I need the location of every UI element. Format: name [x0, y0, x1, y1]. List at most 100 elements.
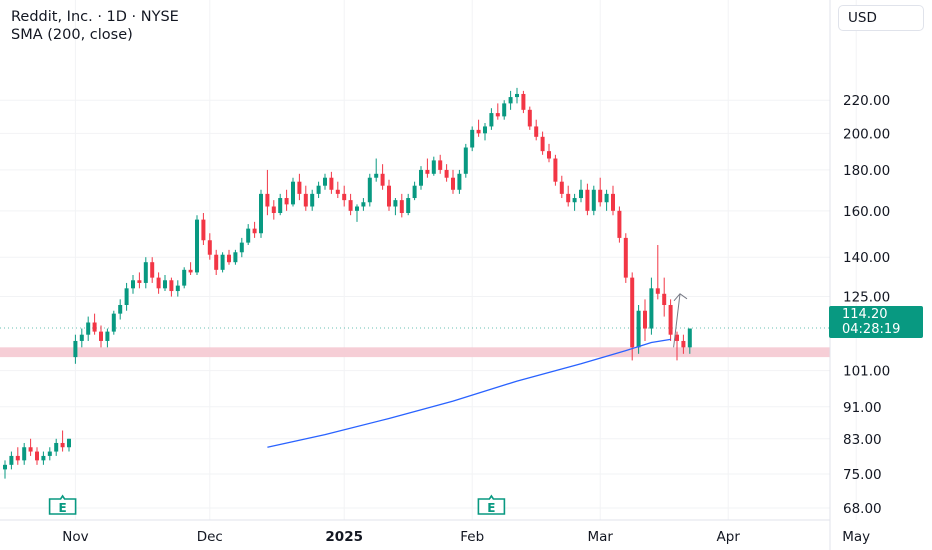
candle-body [617, 210, 622, 238]
candle [655, 245, 660, 300]
candle [265, 169, 270, 216]
candle [150, 257, 155, 283]
candle-body [540, 136, 545, 152]
candle [92, 313, 97, 335]
time-axis[interactable]: Nov Dec 2025 Feb Mar Apr May [62, 529, 870, 545]
earnings-icon[interactable]: E [48, 494, 77, 515]
candle [643, 299, 647, 341]
candle-body [252, 228, 257, 234]
candle-body [118, 304, 123, 314]
candle [99, 325, 103, 348]
candle-body [111, 313, 116, 332]
candle-body [329, 177, 334, 190]
candle-body [572, 198, 577, 203]
candle-body [143, 262, 148, 283]
price-tick-label: 68.00 [843, 501, 882, 517]
time-tick-label: Dec [197, 529, 223, 545]
candle-body [259, 193, 263, 234]
candle [591, 185, 596, 216]
candle-body [323, 177, 327, 186]
price-tick-label: 200.00 [843, 126, 890, 142]
candle [105, 328, 110, 348]
candle-body [419, 169, 423, 186]
candle-body [502, 103, 507, 117]
price-tick-label: 83.00 [843, 432, 882, 448]
candle-body [3, 464, 7, 470]
candle-body [598, 189, 603, 203]
candle [316, 181, 321, 199]
candle-body [662, 293, 667, 305]
candle [310, 189, 315, 211]
price-tick-label: 101.00 [843, 364, 890, 380]
candle-body [457, 173, 462, 190]
symbol-legend[interactable]: Reddit, Inc. · 1D · NYSE [11, 9, 179, 25]
candle [604, 189, 609, 211]
candle-body [431, 160, 436, 174]
candle [623, 233, 628, 283]
candle-body [278, 198, 283, 213]
candle-body [35, 451, 39, 461]
candle [271, 200, 276, 220]
candle-body [156, 277, 161, 289]
indicator-legend[interactable]: SMA (200, close) [11, 27, 133, 43]
candle-body [547, 151, 551, 159]
candle [348, 193, 353, 216]
candle [374, 158, 379, 182]
candle-body [99, 331, 103, 341]
candle-body [559, 181, 564, 194]
candle-body [188, 269, 193, 273]
candle-body [297, 181, 302, 194]
candle [118, 299, 123, 320]
candle-body [412, 185, 417, 199]
candle-body [163, 280, 167, 289]
candle [611, 185, 615, 216]
candle [3, 460, 7, 479]
candle [156, 272, 161, 294]
candle-body [636, 310, 641, 348]
candle [412, 181, 417, 201]
candle-body [476, 129, 481, 134]
candle [9, 451, 14, 470]
candle [175, 280, 180, 297]
candle [220, 252, 225, 273]
candle [284, 189, 289, 211]
candle-body [348, 200, 353, 211]
candle [54, 438, 59, 456]
time-tick-label: Feb [460, 529, 484, 545]
candle-body [380, 173, 385, 186]
currency-button[interactable]: USD [838, 5, 924, 31]
candle [163, 275, 167, 292]
candle [463, 143, 468, 178]
candle-body [60, 442, 65, 448]
candle [207, 233, 212, 260]
last-price-badge: 114.20 04:28:19 [829, 306, 923, 338]
candle [470, 126, 475, 152]
candle [387, 179, 391, 211]
candle-body [303, 193, 308, 207]
candle-body [393, 200, 398, 207]
candle [182, 267, 187, 289]
price-axis[interactable]: 220.00 200.00 180.00 160.00 140.00 125.00 101.… [843, 93, 890, 517]
price-tick-label: 125.00 [843, 290, 890, 306]
bar-countdown: 04:28:19 [842, 322, 901, 337]
candle [483, 123, 487, 141]
candle [681, 334, 686, 354]
candle [124, 282, 129, 311]
earnings-icon[interactable]: E [477, 494, 506, 515]
candle-body [79, 334, 84, 341]
candle-body [207, 240, 212, 255]
projection-arrow[interactable] [673, 293, 688, 348]
candle [67, 438, 71, 452]
candle [335, 181, 340, 199]
last-price-value: 114.20 [842, 307, 888, 322]
candle-body [92, 322, 97, 332]
candle-body [131, 280, 135, 289]
candle-body [214, 254, 219, 270]
candle [431, 156, 436, 176]
candle [527, 106, 532, 130]
candle-body [515, 93, 519, 98]
candle-body [521, 93, 526, 110]
candle [355, 204, 359, 222]
